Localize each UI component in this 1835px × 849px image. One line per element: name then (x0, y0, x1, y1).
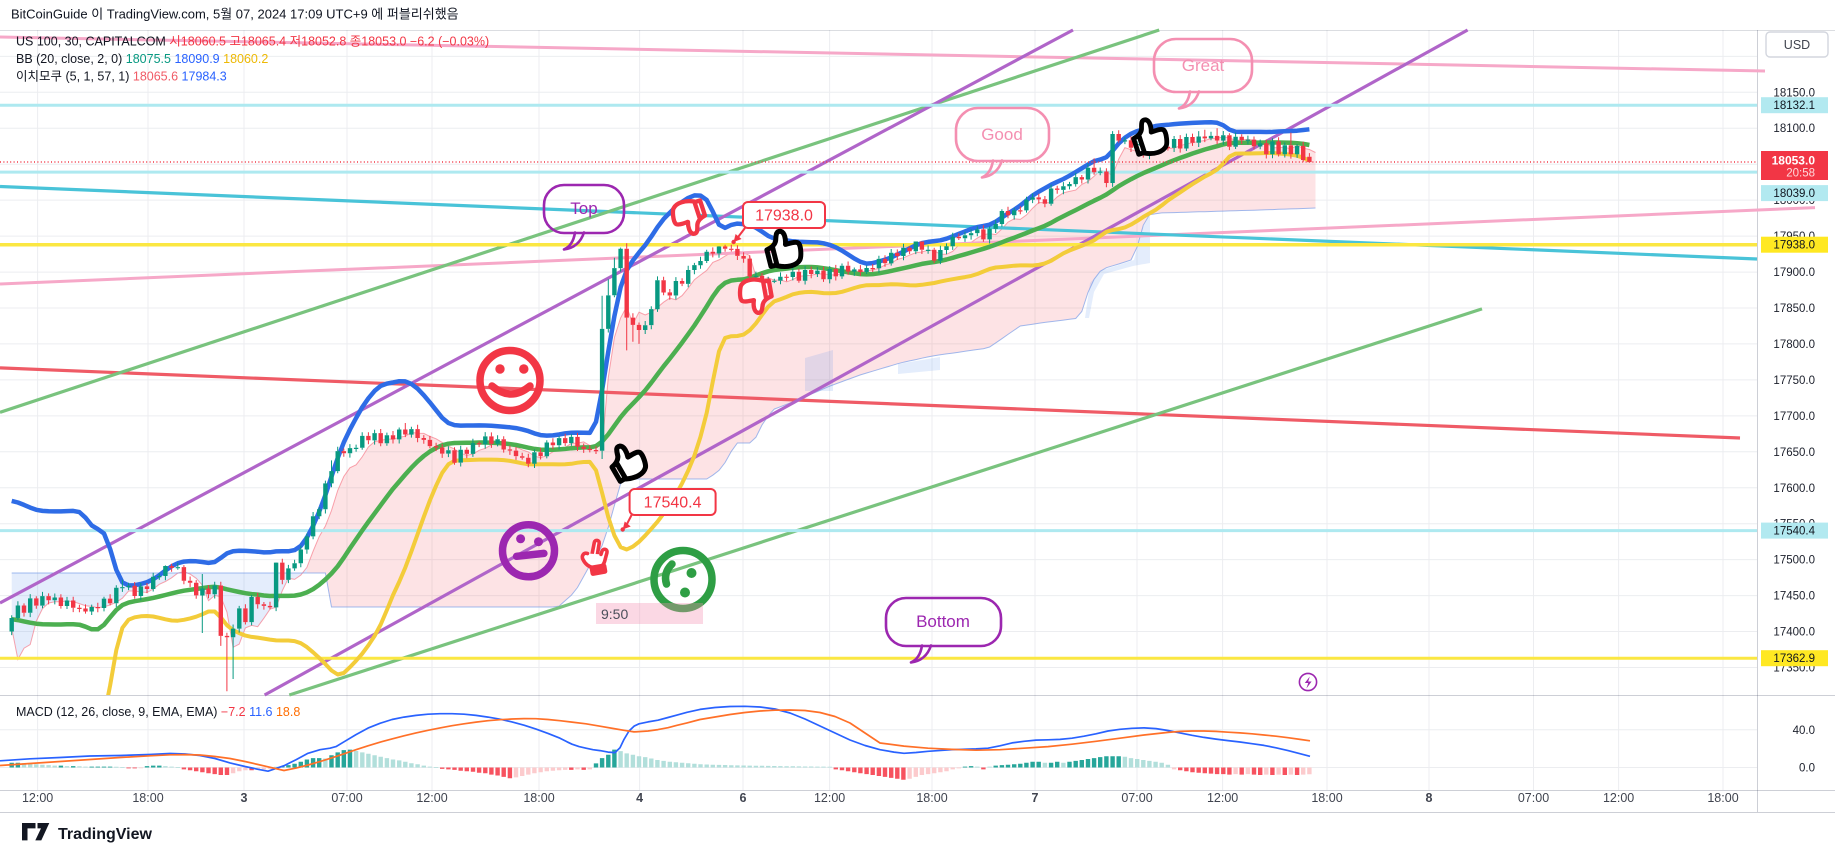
svg-text:18:00: 18:00 (916, 791, 947, 805)
svg-text:17500.0: 17500.0 (1773, 555, 1815, 567)
svg-text:Top: Top (570, 199, 597, 218)
svg-text:18:00: 18:00 (1311, 791, 1342, 805)
svg-text:9:50: 9:50 (601, 606, 628, 622)
svg-text:7: 7 (1032, 791, 1039, 805)
svg-text:18100.0: 18100.0 (1773, 123, 1815, 135)
svg-text:17540.4: 17540.4 (644, 495, 702, 512)
svg-text:18132.1: 18132.1 (1773, 100, 1815, 112)
svg-text:12:00: 12:00 (416, 791, 447, 805)
svg-text:12:00: 12:00 (1207, 791, 1238, 805)
svg-text:17650.0: 17650.0 (1773, 447, 1815, 459)
svg-text:17900.0: 17900.0 (1773, 267, 1815, 279)
svg-text:0.0: 0.0 (1799, 763, 1815, 775)
svg-text:Good: Good (981, 125, 1023, 144)
svg-text:07:00: 07:00 (1518, 791, 1549, 805)
svg-text:17540.4: 17540.4 (1773, 526, 1815, 538)
svg-text:17800.0: 17800.0 (1773, 339, 1815, 351)
svg-text:17700.0: 17700.0 (1773, 411, 1815, 423)
svg-text:Bottom: Bottom (916, 612, 970, 631)
svg-text:US 100, 30, CAPITALCOM 시18060.: US 100, 30, CAPITALCOM 시18060.5 고18065.4… (16, 35, 489, 49)
svg-text:17362.9: 17362.9 (1773, 653, 1815, 665)
svg-text:18053.0: 18053.0 (1772, 154, 1816, 168)
svg-text:17400.0: 17400.0 (1773, 627, 1815, 639)
svg-text:18:00: 18:00 (523, 791, 554, 805)
svg-text:17850.0: 17850.0 (1773, 303, 1815, 315)
svg-text:BitCoinGuide 이 TradingView.com: BitCoinGuide 이 TradingView.com, 5월 07, 2… (11, 7, 459, 22)
svg-text:TradingView: TradingView (58, 826, 153, 843)
svg-text:17450.0: 17450.0 (1773, 591, 1815, 603)
svg-text:17750.0: 17750.0 (1773, 375, 1815, 387)
svg-text:07:00: 07:00 (331, 791, 362, 805)
svg-text:MACD (12, 26, close, 9, EMA, E: MACD (12, 26, close, 9, EMA, EMA) −7.2 1… (16, 705, 300, 719)
svg-text:07:00: 07:00 (1121, 791, 1152, 805)
svg-text:40.0: 40.0 (1793, 725, 1815, 737)
svg-text:12:00: 12:00 (22, 791, 53, 805)
svg-text:12:00: 12:00 (1603, 791, 1634, 805)
svg-text:18150.0: 18150.0 (1773, 87, 1815, 99)
svg-text:4: 4 (636, 791, 643, 805)
svg-text:20:58: 20:58 (1786, 168, 1815, 180)
svg-text:17938.0: 17938.0 (1773, 240, 1815, 252)
svg-text:18:00: 18:00 (132, 791, 163, 805)
svg-text:6: 6 (740, 791, 747, 805)
svg-text:18039.0: 18039.0 (1773, 188, 1815, 200)
svg-text:USD: USD (1784, 38, 1810, 52)
svg-text:BB (20, close, 2, 0) 18075.5 1: BB (20, close, 2, 0) 18075.5 18090.9 180… (16, 52, 268, 66)
svg-text:Great: Great (1182, 56, 1225, 75)
svg-text:17600.0: 17600.0 (1773, 483, 1815, 495)
svg-text:12:00: 12:00 (814, 791, 845, 805)
svg-text:이치모쿠 (5, 1, 57, 1) 18065.6 179: 이치모쿠 (5, 1, 57, 1) 18065.6 17984.3 (16, 70, 227, 84)
svg-text:3: 3 (241, 791, 248, 805)
svg-text:8: 8 (1426, 791, 1433, 805)
svg-text:17938.0: 17938.0 (755, 208, 813, 225)
svg-text:18:00: 18:00 (1707, 791, 1738, 805)
